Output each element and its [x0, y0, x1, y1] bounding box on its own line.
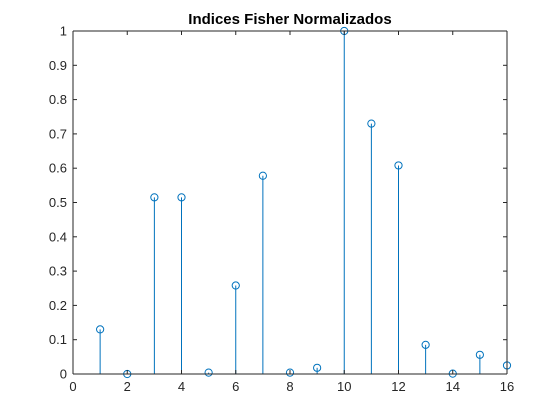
- stem-marker: [367, 119, 376, 128]
- stem-marker: [394, 161, 403, 170]
- stem-marker: [313, 363, 322, 372]
- x-tick-label: 4: [178, 379, 185, 394]
- chart-title: Indices Fisher Normalizados: [188, 11, 391, 28]
- x-tick-label: 2: [124, 379, 131, 394]
- stem-marker: [96, 325, 105, 334]
- y-tick-label: 0.3: [49, 264, 67, 279]
- y-tick-label: 0.8: [49, 92, 67, 107]
- plot-area: [73, 31, 507, 374]
- x-tick-label: 10: [337, 379, 351, 394]
- y-tick-label: 0.6: [49, 161, 67, 176]
- y-tick-label: 0.2: [49, 298, 67, 313]
- x-tick-label: 6: [232, 379, 239, 394]
- stem-marker: [150, 193, 159, 202]
- stem-marker: [177, 193, 186, 202]
- y-tick-label: 0.9: [49, 58, 67, 73]
- x-tick-label: 0: [69, 379, 76, 394]
- stem-marker: [258, 171, 267, 180]
- stem-marker: [285, 368, 295, 377]
- ticks-layer: 0 2 4 6 8 10 12 14 16 0 0.1 0.2 0.3 0.4 0.5 0.6 0.7 0.8 0.…: [49, 24, 514, 395]
- y-tick-label: 0.7: [49, 126, 67, 141]
- x-tick-label: 8: [286, 379, 293, 394]
- y-tick-label: 0.5: [49, 195, 67, 210]
- x-tick-label: 14: [446, 379, 460, 394]
- stem-marker: [475, 350, 484, 359]
- y-tick-label: 1: [60, 24, 67, 39]
- y-tick-label: 0.1: [49, 332, 67, 347]
- x-tick-label: 12: [391, 379, 405, 394]
- y-tick-label: 0: [60, 367, 67, 382]
- x-tick-label: 16: [500, 379, 514, 394]
- y-tick-label: 0.4: [49, 229, 67, 244]
- stem-marker: [231, 281, 240, 290]
- stem-marker: [204, 368, 213, 377]
- stem-marker: [421, 340, 430, 349]
